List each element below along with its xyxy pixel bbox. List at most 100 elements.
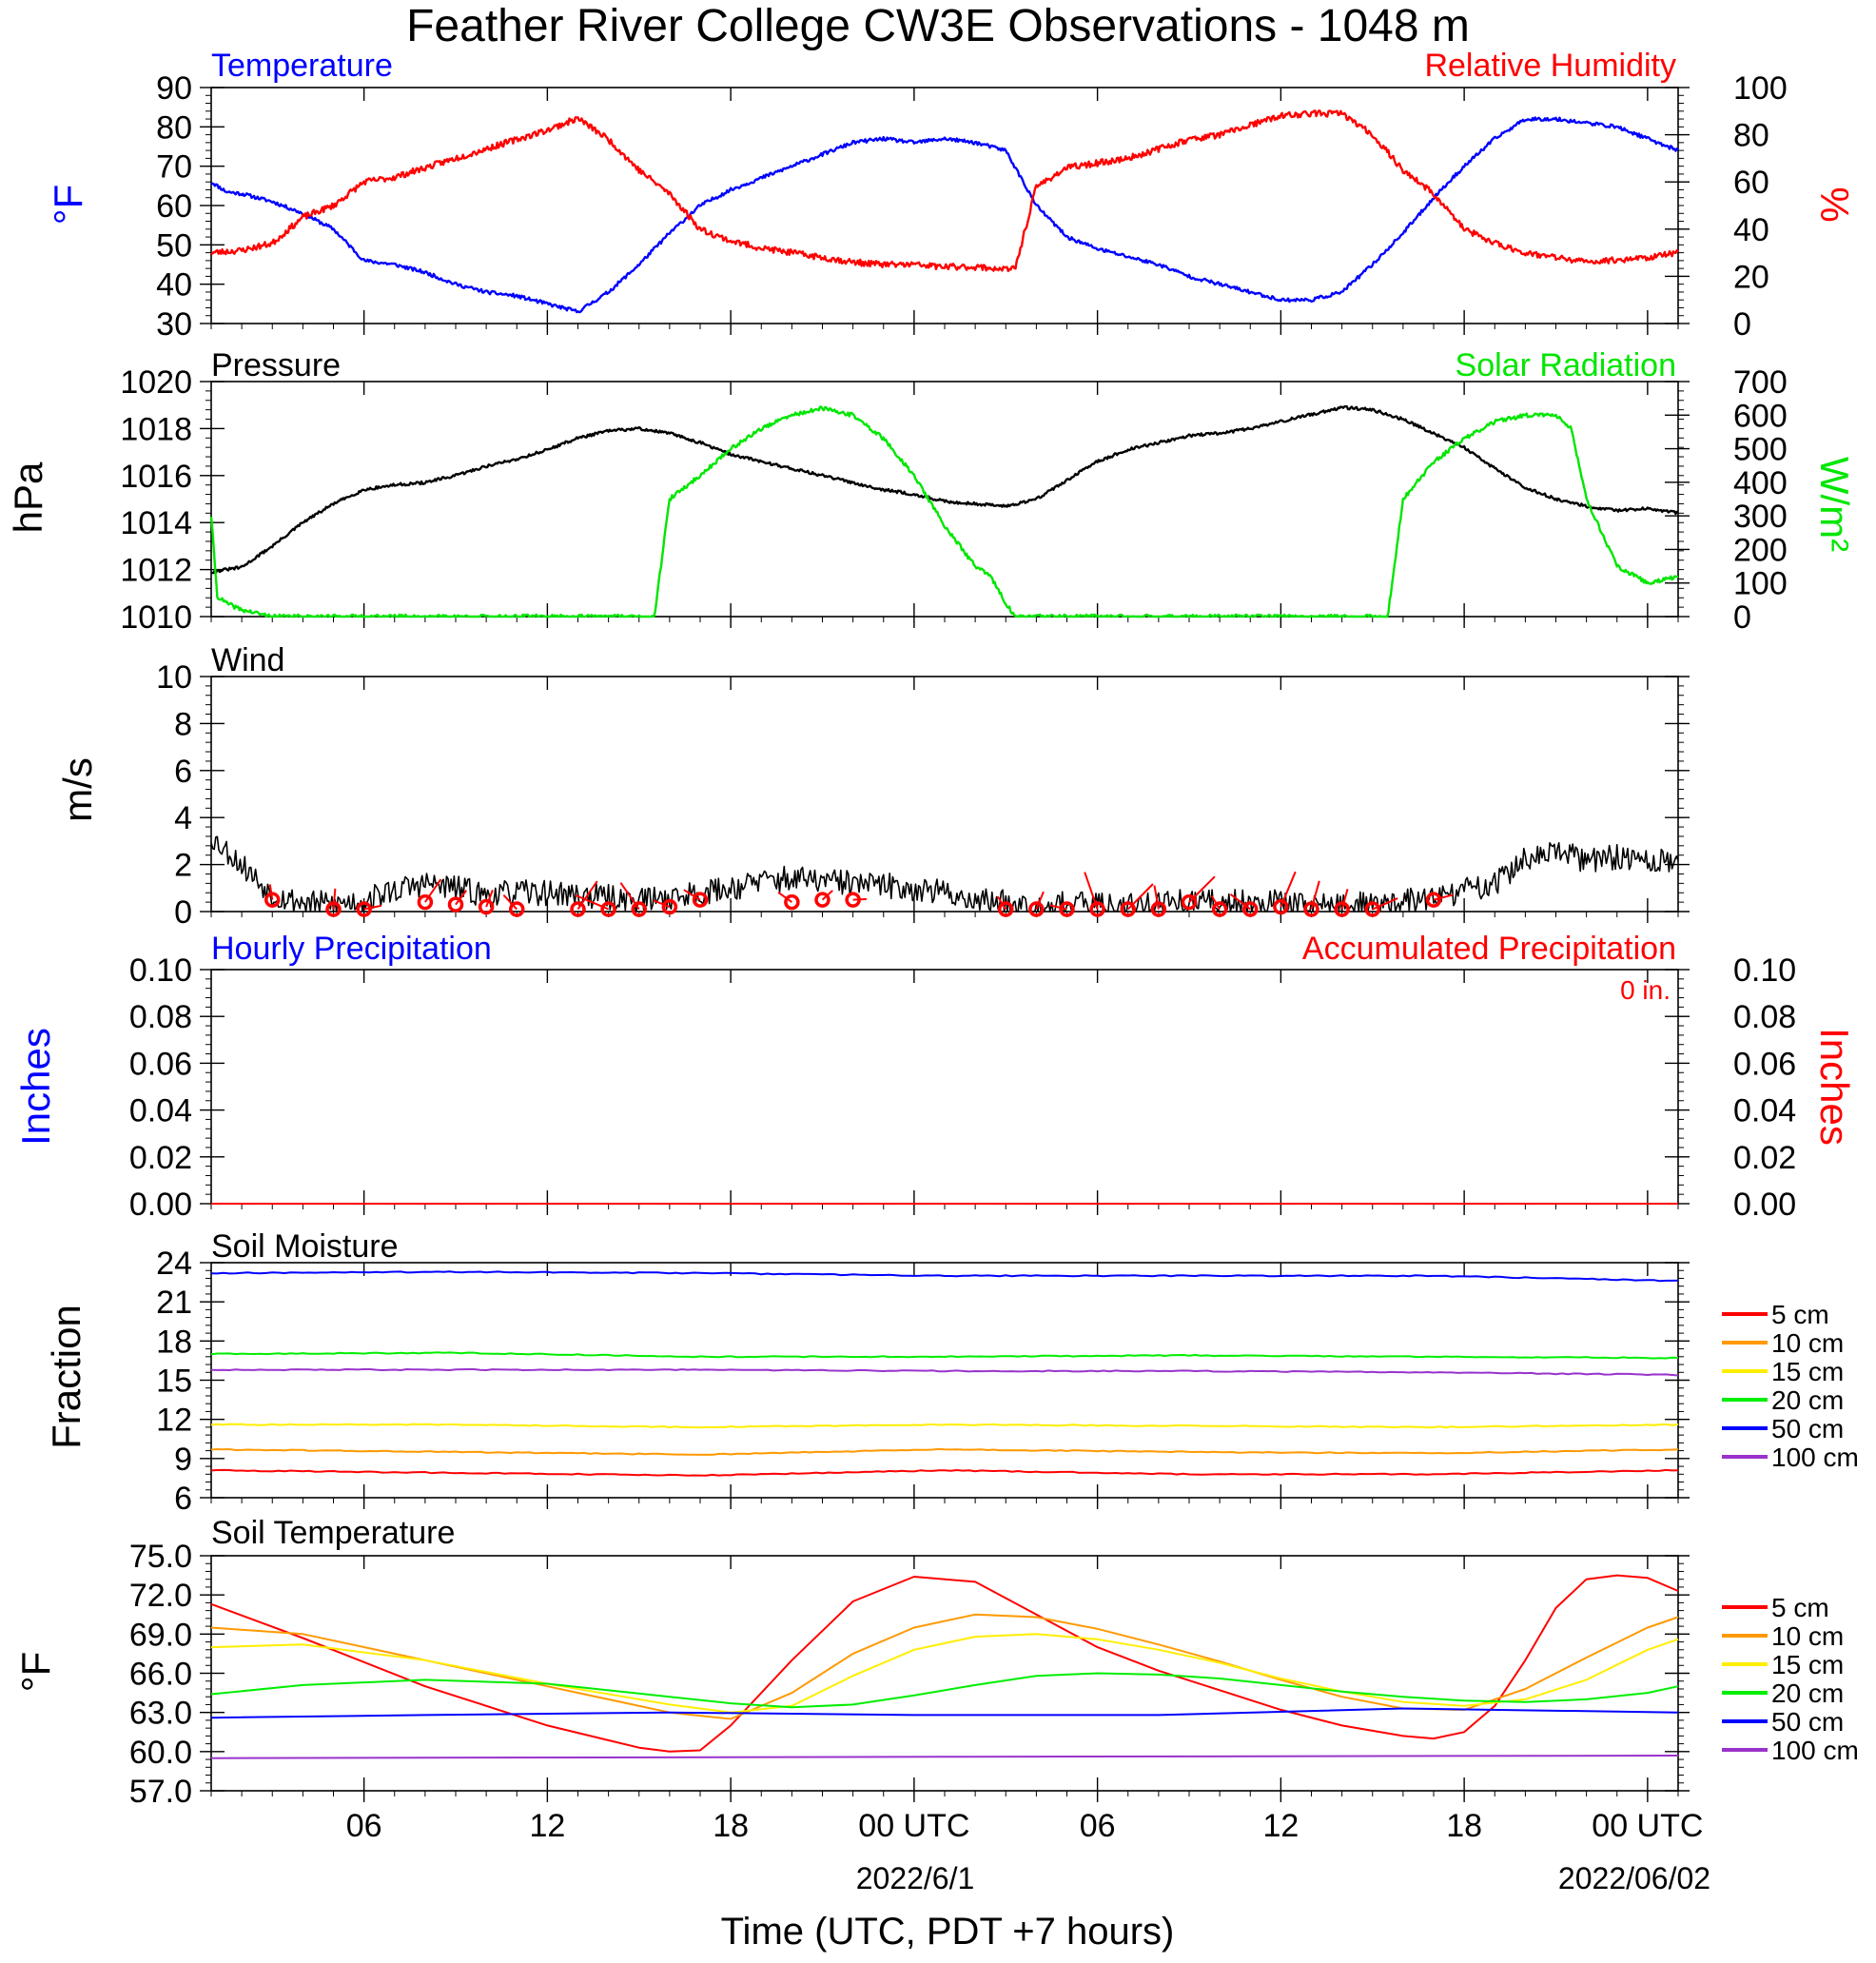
y-tick-label: 1012: [120, 553, 192, 589]
calm-wind-marker: [692, 892, 709, 908]
calm-wind-marker: [478, 898, 495, 915]
wind-barb: [485, 890, 494, 908]
right-y-tick-label: 60: [1733, 165, 1769, 201]
right-y-tick-label: 100: [1733, 70, 1788, 107]
x-tick-label: 12: [529, 1808, 565, 1844]
y-tick-label: 75.0: [129, 1539, 192, 1575]
calm-wind-marker: [356, 901, 372, 917]
y-tick-label: 70: [156, 149, 192, 186]
right-y-tick-label: 400: [1733, 465, 1788, 501]
y-tick-label: 2: [174, 848, 192, 884]
y-tick-label: 80: [156, 109, 192, 146]
calm-wind-marker: [1425, 892, 1442, 908]
series-line-20-cm: [210, 1351, 1679, 1360]
right-y-tick-label: 700: [1733, 364, 1788, 401]
calm-wind-marker: [570, 901, 586, 917]
right-y-tick-label: 300: [1733, 499, 1788, 535]
solar-axis-label: W/m²: [1812, 457, 1857, 552]
wind-barb: [683, 889, 701, 901]
calm-wind-marker: [600, 901, 616, 917]
x-tick-label: 00 UTC: [1592, 1808, 1703, 1844]
wind-barb: [455, 890, 468, 906]
wind-barb: [502, 893, 518, 911]
x-tick-label: 00 UTC: [858, 1808, 969, 1844]
series-line-relative-humidity: [210, 109, 1679, 273]
right-y-tick-label: 200: [1733, 532, 1788, 568]
calm-wind-marker: [417, 893, 434, 911]
y-tick-label: 60: [156, 188, 192, 225]
legend-label-5-cm: 5 cm: [1771, 1593, 1829, 1622]
temp-panel-title: Temperature: [211, 48, 393, 84]
y-tick-label: 0.06: [129, 1046, 192, 1082]
y-tick-label: 72.0: [129, 1578, 192, 1614]
legend-label-20-cm: 20 cm: [1771, 1385, 1844, 1415]
y-tick-label: 21: [156, 1285, 192, 1321]
y-tick-label: 90: [156, 70, 192, 107]
y-tick-label: 1020: [120, 364, 192, 401]
right-y-tick-label: 0.00: [1733, 1187, 1796, 1223]
soil-temp-title: Soil Temperature: [211, 1515, 455, 1551]
calm-wind-marker: [447, 896, 464, 913]
wind-barb: [332, 888, 337, 910]
chart-marks: 9080706050403010080604020010201018101610…: [120, 70, 1858, 1844]
solar-panel-title: Solar Radiation: [1456, 347, 1676, 383]
y-tick-label: 1018: [120, 411, 192, 447]
soil-moisture-axis-label: Fraction: [44, 1305, 88, 1449]
y-tick-label: 66.0: [129, 1657, 192, 1693]
y-tick-label: 1014: [120, 505, 192, 541]
soil-moisture-title: Soil Moisture: [211, 1228, 399, 1265]
y-tick-label: 0.00: [129, 1187, 192, 1223]
series-line-15-cm: [210, 1423, 1679, 1429]
wind-barb: [1433, 893, 1454, 901]
x-tick-label: 18: [1446, 1808, 1482, 1844]
hourly-precip-axis-label: Inches: [13, 1028, 58, 1146]
right-y-tick-label: 40: [1733, 212, 1769, 248]
series-line-100-cm: [210, 1368, 1679, 1377]
y-tick-label: 63.0: [129, 1696, 192, 1732]
right-y-tick-label: 20: [1733, 259, 1769, 295]
right-y-tick-label: 0.08: [1733, 999, 1796, 1035]
accum-precip-title: Accumulated Precipitation: [1302, 931, 1676, 967]
wind-barb: [1340, 889, 1349, 910]
calm-wind-marker: [264, 892, 281, 908]
calm-wind-marker: [1181, 893, 1198, 911]
legend-label-15-cm: 15 cm: [1771, 1357, 1844, 1386]
y-tick-label: 10: [156, 659, 192, 696]
wind-panel-title: Wind: [211, 642, 284, 678]
y-tick-label: 1010: [120, 599, 192, 636]
calm-wind-marker: [1364, 901, 1380, 917]
temp-axis-label: °F: [46, 185, 90, 225]
rh-axis-label: %: [1812, 186, 1857, 222]
wind-axis-label: m/s: [55, 757, 100, 822]
calm-wind-marker: [631, 901, 647, 917]
y-tick-label: 0: [174, 894, 192, 931]
accum-precip-axis-label: Inches: [1812, 1028, 1857, 1146]
legend-label-10-cm: 10 cm: [1771, 1621, 1844, 1651]
right-y-tick-label: 600: [1733, 398, 1788, 434]
y-tick-label: 6: [174, 754, 192, 790]
y-tick-label: 24: [156, 1246, 192, 1282]
y-tick-label: 69.0: [129, 1617, 192, 1653]
wind-barb: [777, 891, 792, 903]
calm-wind-marker: [784, 893, 800, 911]
calm-wind-marker: [1303, 901, 1319, 917]
series-line-pressure: [210, 404, 1679, 575]
temp-rh-panel: Temperature Relative Humidity °F %: [46, 48, 1857, 225]
right-y-tick-label: 0.10: [1733, 952, 1796, 989]
calm-wind-marker: [1273, 898, 1289, 915]
wind-barb: [1153, 885, 1160, 910]
series-line-20-cm: [210, 1672, 1679, 1709]
x-axis-title: Time (UTC, PDT +7 hours): [721, 1911, 1175, 1953]
y-tick-label: 1016: [120, 459, 192, 495]
right-y-tick-label: 500: [1733, 432, 1788, 468]
date-label-1: 2022/6/1: [856, 1861, 975, 1895]
calm-wind-marker: [1120, 901, 1136, 917]
legend-label-50-cm: 50 cm: [1771, 1414, 1844, 1443]
y-tick-label: 9: [174, 1442, 192, 1478]
calm-wind-marker: [845, 892, 861, 908]
calm-wind-marker: [661, 898, 678, 915]
calm-wind-marker: [998, 901, 1014, 917]
legend-label-10-cm: 10 cm: [1771, 1328, 1844, 1358]
